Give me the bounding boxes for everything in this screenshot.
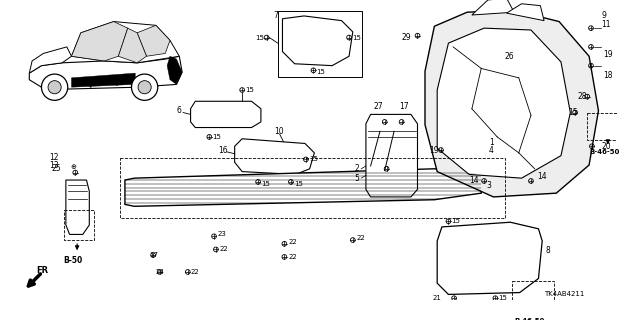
Text: 5: 5 bbox=[355, 174, 360, 183]
Text: 1: 1 bbox=[489, 138, 493, 147]
Text: B-46-50: B-46-50 bbox=[589, 149, 620, 155]
Text: 15: 15 bbox=[261, 181, 270, 187]
Text: 22: 22 bbox=[356, 235, 365, 241]
Text: 22: 22 bbox=[220, 246, 228, 252]
Polygon shape bbox=[437, 28, 570, 178]
Text: 9: 9 bbox=[602, 11, 606, 20]
Text: B-50: B-50 bbox=[63, 256, 83, 265]
Text: 24: 24 bbox=[156, 269, 164, 275]
Text: ⊕: ⊕ bbox=[70, 164, 76, 170]
Polygon shape bbox=[72, 21, 128, 61]
Text: 14: 14 bbox=[538, 172, 547, 181]
Polygon shape bbox=[425, 10, 598, 197]
Text: 28: 28 bbox=[578, 92, 588, 101]
Text: 21: 21 bbox=[433, 295, 442, 301]
Polygon shape bbox=[137, 25, 170, 56]
Polygon shape bbox=[125, 169, 481, 206]
Text: 3: 3 bbox=[486, 181, 491, 190]
Text: 11: 11 bbox=[602, 20, 611, 29]
Polygon shape bbox=[235, 139, 314, 174]
Text: 17: 17 bbox=[399, 102, 408, 111]
Text: 14: 14 bbox=[469, 176, 479, 186]
Polygon shape bbox=[366, 114, 417, 197]
Polygon shape bbox=[472, 0, 514, 15]
Circle shape bbox=[131, 74, 157, 100]
Text: 25: 25 bbox=[52, 164, 61, 173]
Circle shape bbox=[48, 81, 61, 94]
Text: 13: 13 bbox=[49, 161, 59, 170]
Polygon shape bbox=[437, 222, 542, 294]
Text: 10: 10 bbox=[274, 127, 284, 136]
Text: 29: 29 bbox=[401, 33, 411, 42]
Text: 4: 4 bbox=[489, 146, 493, 155]
Text: B-46-50: B-46-50 bbox=[514, 318, 545, 320]
Text: 22: 22 bbox=[191, 269, 199, 275]
Polygon shape bbox=[507, 4, 544, 20]
Polygon shape bbox=[118, 28, 147, 63]
Polygon shape bbox=[72, 73, 135, 87]
Text: 19: 19 bbox=[603, 50, 612, 59]
Text: 27: 27 bbox=[373, 102, 383, 111]
Text: 20: 20 bbox=[602, 142, 611, 151]
Text: 7: 7 bbox=[273, 12, 278, 20]
Polygon shape bbox=[29, 47, 72, 73]
Polygon shape bbox=[191, 101, 261, 128]
Text: 2: 2 bbox=[355, 164, 360, 173]
Text: 17: 17 bbox=[149, 252, 158, 258]
Text: FR: FR bbox=[36, 266, 48, 275]
Text: 15: 15 bbox=[294, 181, 303, 187]
Bar bbox=[512, 281, 554, 308]
Text: 15: 15 bbox=[451, 218, 460, 224]
Text: 15: 15 bbox=[498, 295, 507, 301]
Text: 12: 12 bbox=[49, 153, 58, 162]
Bar bbox=[120, 157, 505, 219]
Text: 16: 16 bbox=[218, 146, 227, 155]
Circle shape bbox=[42, 74, 68, 100]
Text: 15: 15 bbox=[308, 156, 317, 163]
Text: 23: 23 bbox=[218, 231, 227, 237]
Polygon shape bbox=[66, 180, 90, 235]
Polygon shape bbox=[72, 21, 179, 63]
Bar bbox=[588, 114, 634, 140]
Text: 15: 15 bbox=[568, 108, 578, 117]
Bar bbox=[278, 11, 362, 77]
Text: 15: 15 bbox=[316, 69, 325, 75]
Text: 15: 15 bbox=[245, 87, 254, 93]
Polygon shape bbox=[167, 56, 182, 84]
Text: 22: 22 bbox=[288, 239, 297, 245]
Text: 26: 26 bbox=[505, 52, 515, 61]
Polygon shape bbox=[29, 56, 182, 89]
Text: TK4AB4211: TK4AB4211 bbox=[544, 292, 584, 297]
Text: 18: 18 bbox=[603, 70, 612, 79]
Bar bbox=[64, 210, 94, 240]
Text: 15: 15 bbox=[255, 35, 264, 41]
Text: 15: 15 bbox=[352, 35, 361, 41]
Text: 15: 15 bbox=[212, 134, 221, 140]
Text: 22: 22 bbox=[288, 254, 297, 260]
Polygon shape bbox=[282, 16, 353, 66]
Text: 6: 6 bbox=[177, 106, 181, 115]
Circle shape bbox=[138, 81, 151, 94]
Text: 8: 8 bbox=[546, 246, 550, 255]
Text: 19: 19 bbox=[429, 146, 439, 155]
